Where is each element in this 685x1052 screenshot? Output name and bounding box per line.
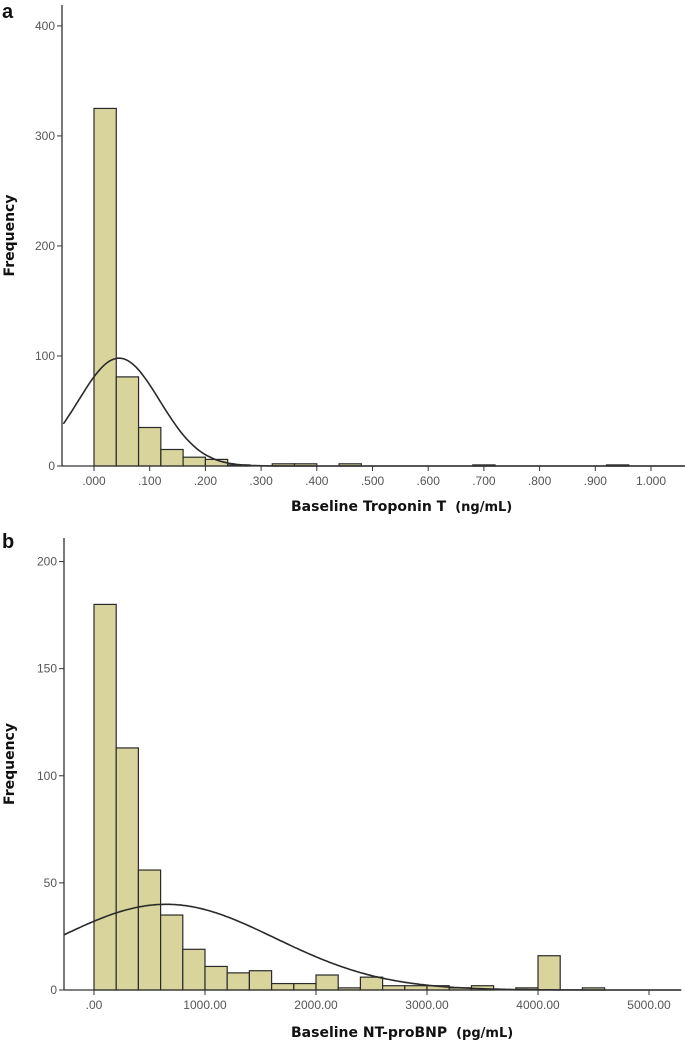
x-tick-label: .700 (472, 474, 496, 488)
x-tick-label: .500 (361, 474, 385, 488)
y-tick-label: 100 (35, 349, 55, 363)
y-tick-label: 100 (37, 769, 57, 783)
y-tick-label: 0 (48, 459, 55, 473)
x-tick-label: 5000.00 (627, 998, 671, 1012)
x-tick-label: .00 (86, 998, 103, 1012)
histogram-bar (182, 948, 206, 991)
x-axis-unit: (pg/mL) (456, 1026, 513, 1041)
histogram-bar (160, 448, 184, 467)
histogram-bar (226, 972, 250, 991)
x-tick-label: 1.000 (636, 474, 666, 488)
histogram-bar (271, 982, 295, 991)
histogram-bar (115, 747, 139, 991)
histogram-bar (115, 376, 140, 467)
x-tick-label: .600 (417, 474, 441, 488)
y-tick-label: 300 (35, 129, 55, 143)
y-tick-label: 150 (37, 662, 57, 676)
x-axis-unit: (ng/mL) (455, 500, 512, 515)
x-tick-label: 2000.00 (294, 998, 338, 1012)
histogram-bar (359, 976, 384, 991)
histogram-bar (248, 970, 273, 991)
x-tick-label: .300 (249, 474, 273, 488)
histogram-bar (293, 982, 317, 991)
x-tick-label: .800 (528, 474, 552, 488)
x-tick-label: .900 (584, 474, 608, 488)
chart-panel-a: 0 100 200 300 400 .000 .100 .200 .300 .400 .500 .60… (2, 1, 685, 515)
histogram-bar (93, 107, 117, 467)
histogram-bar (137, 869, 162, 991)
y-axis-label: Frequency (2, 723, 18, 805)
chart-panel-b: 0 50 100 150 200 .00 1000.00 2000.00 3000.00 4000… (2, 531, 682, 1041)
histogram-bar (182, 456, 206, 467)
histogram-bar (93, 603, 117, 991)
histogram-bar (537, 955, 561, 991)
histogram-bar (315, 974, 339, 991)
x-axis-label: Baseline NT-proBNP (291, 1025, 447, 1041)
y-tick-label: 0 (50, 983, 57, 997)
y-axis-label: Frequency (2, 195, 18, 277)
x-axis-label: Baseline Troponin T (291, 499, 447, 515)
y-tick-label: 50 (44, 876, 58, 890)
histogram-bar (204, 965, 228, 991)
y-tick-label: 200 (35, 239, 55, 253)
x-tick-label: .200 (194, 474, 218, 488)
y-tick-label: 200 (37, 555, 57, 569)
x-tick-label: .000 (82, 474, 106, 488)
panel-label: a (2, 1, 14, 23)
x-tick-label: .100 (138, 474, 162, 488)
panel-label: b (2, 531, 14, 553)
x-tick-label: 4000.00 (516, 998, 560, 1012)
x-tick-label: 1000.00 (183, 998, 227, 1012)
histogram-bar (160, 914, 184, 991)
x-tick-label: 3000.00 (405, 998, 449, 1012)
x-tick-label: .400 (305, 474, 329, 488)
y-tick-label: 400 (35, 19, 55, 33)
histogram-bar (137, 426, 162, 467)
